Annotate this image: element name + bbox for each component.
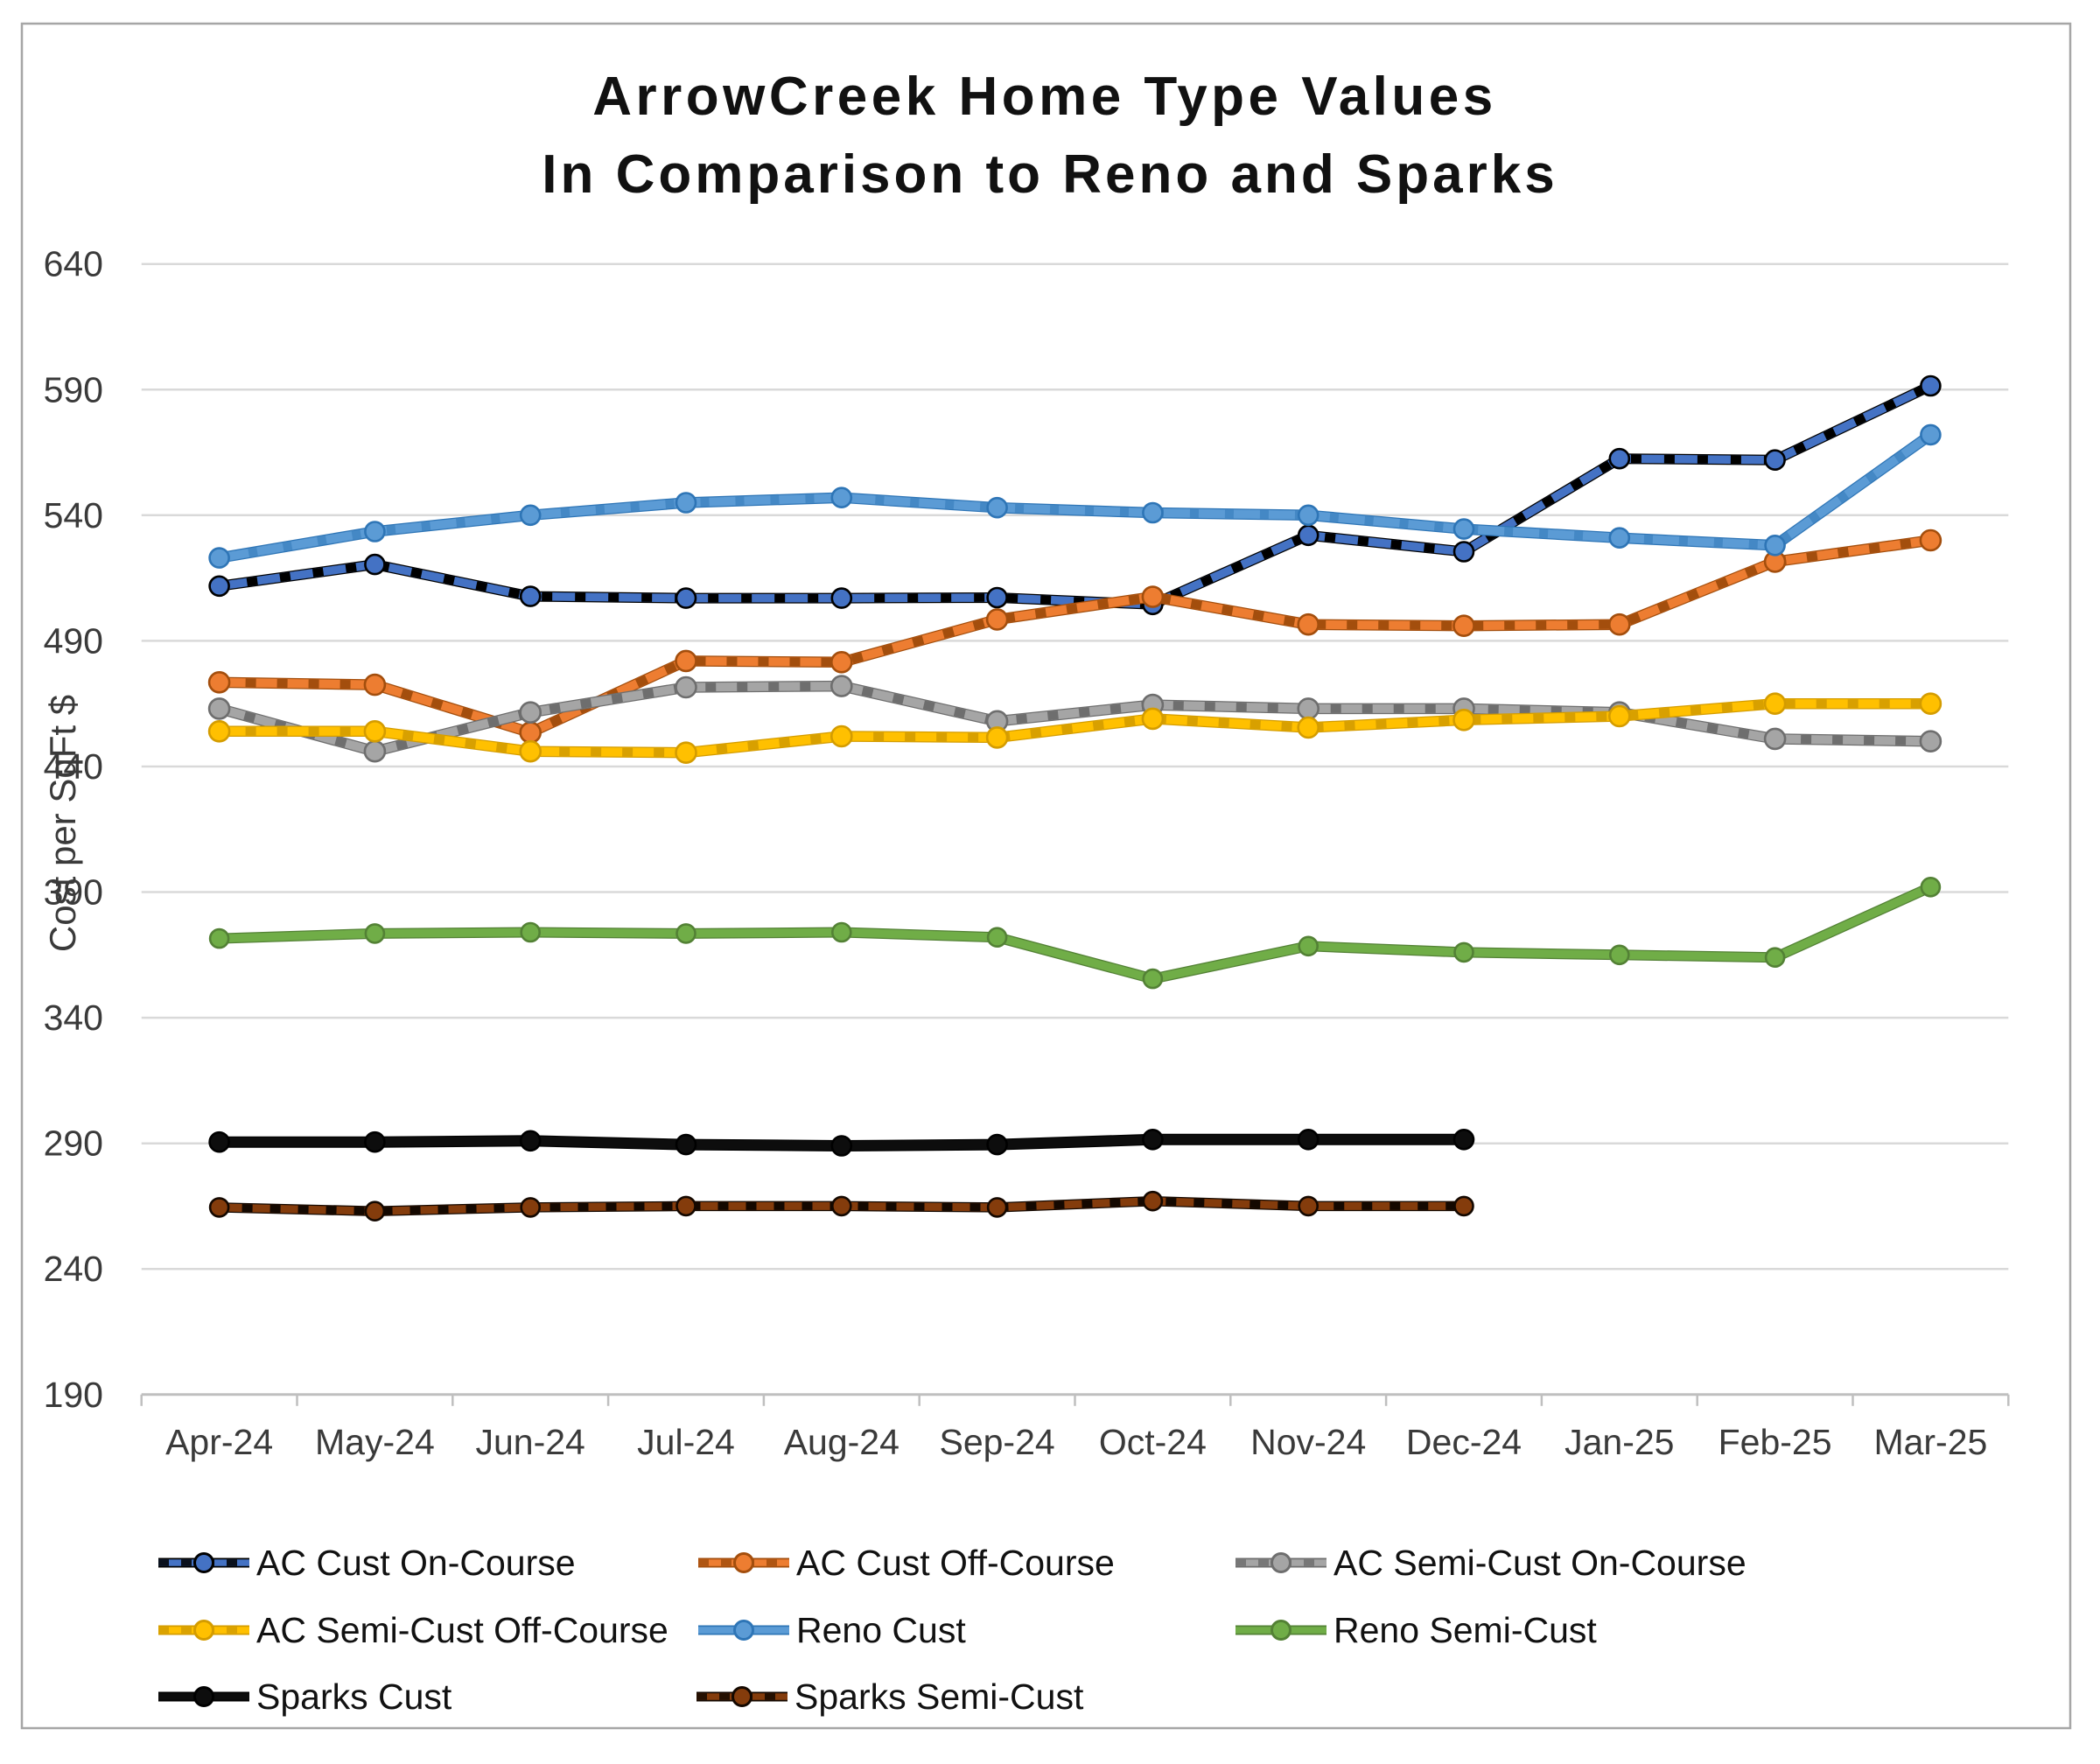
- svg-text:AC Semi-Cust Off-Course: AC Semi-Cust Off-Course: [256, 1610, 668, 1650]
- svg-text:ArrowCreek Home Type Values: ArrowCreek Home Type Values: [592, 66, 1497, 127]
- svg-text:290: 290: [44, 1124, 103, 1164]
- svg-text:Cost per SqFt $: Cost per SqFt $: [42, 695, 83, 952]
- svg-text:Sep-24: Sep-24: [939, 1422, 1054, 1462]
- svg-text:240: 240: [44, 1249, 103, 1289]
- svg-text:Jul-24: Jul-24: [637, 1422, 735, 1462]
- svg-text:AC Semi-Cust On-Course: AC Semi-Cust On-Course: [1334, 1543, 1746, 1583]
- svg-text:In Comparison to Reno and Spar: In Comparison to Reno and Sparks: [542, 144, 1558, 205]
- svg-text:540: 540: [44, 495, 103, 536]
- svg-text:340: 340: [44, 998, 103, 1038]
- svg-text:Apr-24: Apr-24: [165, 1422, 273, 1462]
- svg-text:440: 440: [44, 746, 103, 787]
- svg-text:Feb-25: Feb-25: [1718, 1422, 1832, 1462]
- svg-text:Oct-24: Oct-24: [1099, 1422, 1207, 1462]
- svg-text:Aug-24: Aug-24: [784, 1422, 900, 1462]
- svg-text:390: 390: [44, 872, 103, 913]
- svg-text:Mar-25: Mar-25: [1873, 1422, 1987, 1462]
- svg-text:Reno Cust: Reno Cust: [796, 1610, 966, 1650]
- svg-text:Reno Semi-Cust: Reno Semi-Cust: [1334, 1610, 1597, 1650]
- svg-text:Jan-25: Jan-25: [1564, 1422, 1674, 1462]
- svg-text:Dec-24: Dec-24: [1406, 1422, 1522, 1462]
- svg-text:AC Cust On-Course: AC Cust On-Course: [256, 1543, 576, 1583]
- svg-text:May-24: May-24: [315, 1422, 435, 1462]
- svg-text:AC Cust Off-Course: AC Cust Off-Course: [796, 1543, 1115, 1583]
- svg-text:Jun-24: Jun-24: [476, 1422, 585, 1462]
- svg-text:Sparks Semi-Cust: Sparks Semi-Cust: [794, 1676, 1084, 1717]
- svg-text:490: 490: [44, 620, 103, 661]
- svg-text:640: 640: [44, 244, 103, 284]
- svg-text:Sparks Cust: Sparks Cust: [256, 1676, 452, 1717]
- svg-text:Nov-24: Nov-24: [1250, 1422, 1366, 1462]
- svg-text:590: 590: [44, 369, 103, 410]
- svg-text:190: 190: [44, 1375, 103, 1415]
